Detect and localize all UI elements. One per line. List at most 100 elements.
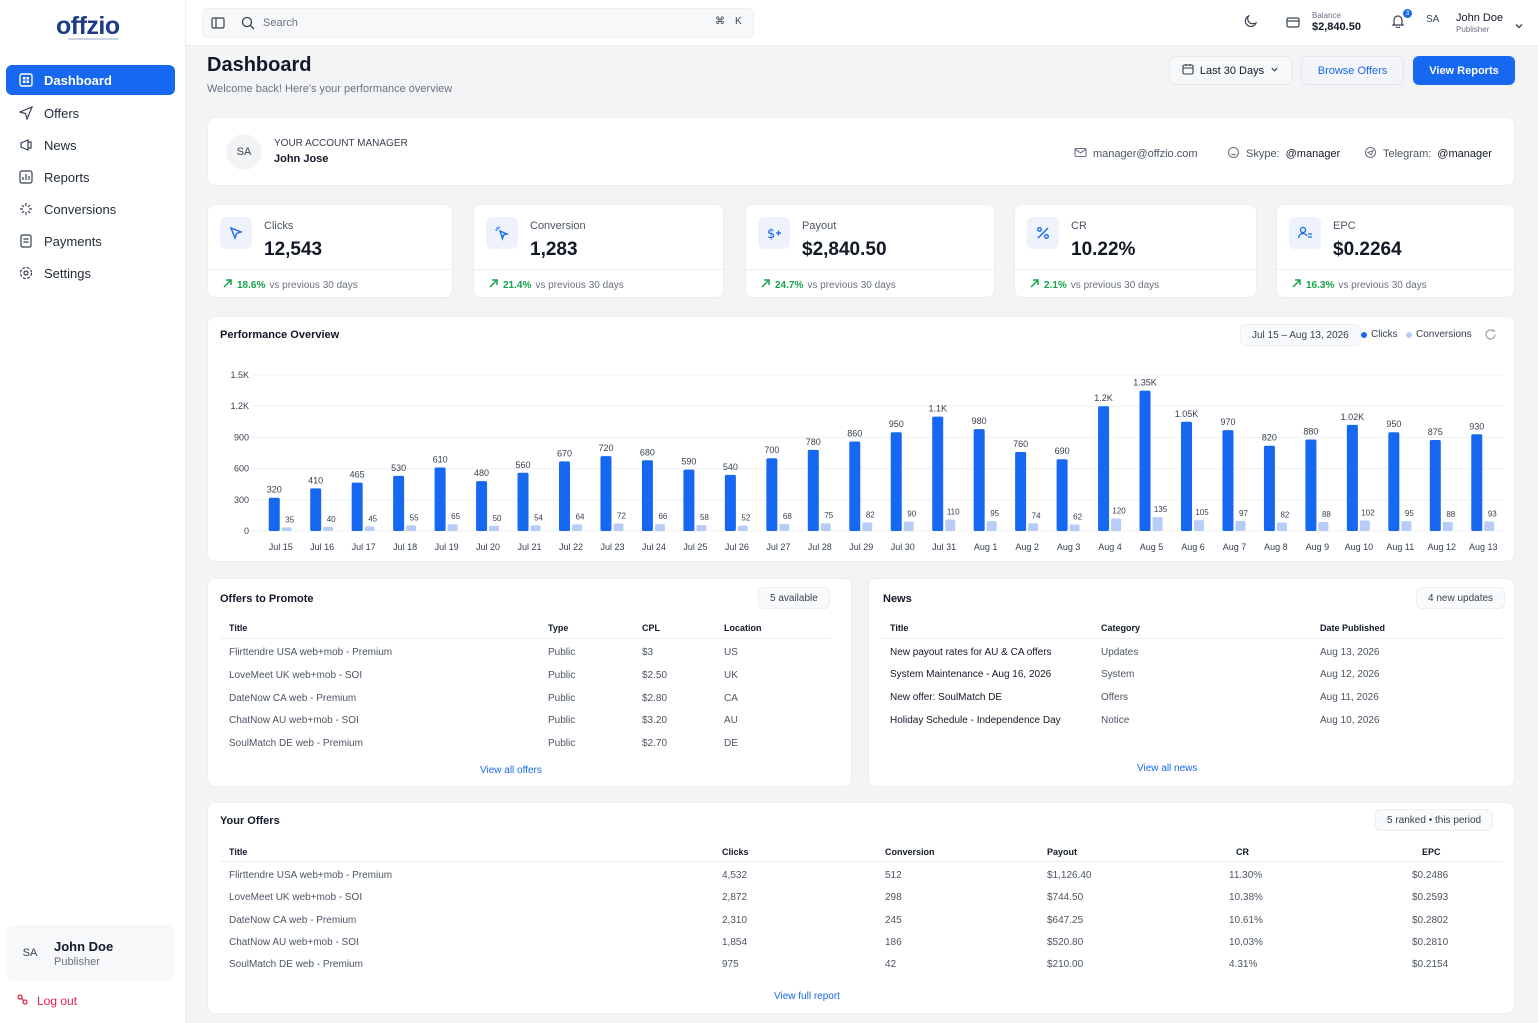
offer-title[interactable]: DateNow CA web - Premium: [229, 693, 357, 704]
user-menu[interactable]: SA John Doe Publisher: [1426, 8, 1528, 38]
news-item-title[interactable]: New offer: SoulMatch DE: [890, 692, 1003, 703]
x-tick-label: Jul 17: [352, 542, 376, 552]
manager-telegram[interactable]: Telegram: @manager: [1364, 146, 1492, 162]
user-role: Publisher: [1456, 25, 1490, 34]
offer-title[interactable]: ChatNow AU web+mob - SOI: [229, 715, 359, 726]
chart-range-pill[interactable]: Jul 15 – Aug 13, 2026: [1240, 324, 1361, 346]
your-offer-conversion: 245: [885, 915, 902, 926]
clicks-bar: [559, 461, 570, 531]
clicks-bar: [268, 497, 280, 531]
legend-clicks[interactable]: Clicks: [1361, 329, 1398, 340]
legend-conversions[interactable]: Conversions: [1406, 329, 1472, 340]
moon-icon: [1244, 14, 1258, 33]
browse-offers-button[interactable]: Browse Offers: [1301, 56, 1404, 85]
your-offer-conversion: 42: [885, 959, 897, 970]
offer-title[interactable]: LoveMeet UK web+mob - SOI: [229, 670, 363, 681]
chevron-down-icon: [1514, 18, 1524, 36]
date-range-select[interactable]: Last 30 Days: [1169, 56, 1292, 85]
x-tick-label: Jul 19: [435, 542, 459, 552]
x-tick-label: Jul 24: [642, 542, 666, 552]
clicks-bar: [1305, 439, 1317, 531]
stat-card-clicks: Clicks 12,543 18.6% vs previous 30 days: [207, 204, 453, 298]
offer-cpl: $2.80: [642, 693, 668, 704]
pointer-click-icon: [486, 217, 518, 249]
notifications-button[interactable]: [1385, 10, 1411, 36]
your-offer-title[interactable]: DateNow CA web - Premium: [229, 915, 357, 926]
news-item-title[interactable]: Holiday Schedule - Independence Day: [890, 715, 1061, 726]
your-offer-payout: $520.80: [1047, 937, 1084, 948]
your-offer-payout: $210.00: [1047, 959, 1084, 970]
your-offer-epc: $0.2154: [1412, 959, 1449, 970]
sidebar-item-reports[interactable]: Reports: [6, 162, 175, 192]
clicks-bar: [1139, 390, 1151, 531]
sidebar-item-payments[interactable]: Payments: [6, 226, 175, 256]
offer-title[interactable]: SoulMatch DE web - Premium: [229, 738, 363, 749]
divider: [1277, 269, 1514, 270]
sidebar: offzio Dashboard Offers News Reports Con…: [0, 0, 186, 1023]
view-all-news-link[interactable]: View all news: [1137, 763, 1198, 774]
conversions-data-label: 95: [990, 509, 999, 518]
view-reports-button[interactable]: View Reports: [1413, 56, 1515, 85]
news-item-date: Aug 13, 2026: [1320, 647, 1380, 658]
legend-dot: [1406, 331, 1412, 338]
conversions-data-label: 35: [285, 515, 294, 524]
divider: [474, 269, 723, 270]
column-header: Location: [724, 623, 762, 633]
stat-delta-value: 16.3%: [1306, 279, 1335, 291]
sidebar-item-dashboard[interactable]: Dashboard: [6, 65, 175, 95]
notification-badge: 3: [1403, 9, 1412, 18]
conversions-data-label: 88: [1322, 510, 1331, 519]
mail-icon: [1074, 146, 1087, 162]
avatar: SA: [1426, 14, 1440, 25]
send-icon: [18, 105, 34, 121]
conversions-data-label: 95: [1405, 509, 1414, 518]
view-full-report-link[interactable]: View full report: [774, 991, 840, 1002]
search-bar[interactable]: Search ⌘ K: [202, 8, 754, 38]
theme-toggle-button[interactable]: [1238, 10, 1264, 36]
conversions-data-label: 58: [700, 513, 709, 522]
clicks-bar: [310, 488, 322, 531]
news-item-title[interactable]: System Maintenance - Aug 16, 2026: [890, 669, 1052, 680]
your-offer-title[interactable]: SoulMatch DE web - Premium: [229, 959, 363, 970]
sidebar-item-offers[interactable]: Offers: [6, 98, 175, 128]
sidebar-item-news[interactable]: News: [6, 130, 175, 160]
sidebar-item-settings[interactable]: Settings: [6, 258, 175, 288]
trend-up-icon: [222, 278, 233, 292]
divider: [220, 861, 1502, 862]
offer-title[interactable]: Flirttendre USA web+mob - Premium: [229, 647, 393, 658]
clicks-bar: [1222, 430, 1234, 531]
conversions-data-label: 90: [907, 510, 916, 519]
clicks-bar: [434, 467, 446, 531]
your-offer-title[interactable]: Flirttendre USA web+mob - Premium: [229, 870, 393, 881]
clicks-bar: [1346, 424, 1358, 531]
news-item-title[interactable]: New payout rates for AU & CA offers: [890, 647, 1052, 658]
gear-icon: [18, 265, 34, 281]
offers-promote-card: Offers to Promote 5 available Title Type…: [207, 578, 852, 787]
balance-widget[interactable]: Balance $2,840.50: [1282, 8, 1370, 38]
conversions-data-label: 40: [327, 515, 336, 524]
conversions-data-label: 64: [576, 512, 585, 521]
column-header: CPL: [642, 623, 660, 633]
sidebar-toggle-icon[interactable]: [211, 16, 225, 35]
your-offer-title[interactable]: ChatNow AU web+mob - SOI: [229, 937, 359, 948]
conversions-data-label: 66: [658, 512, 667, 521]
clicks-bar: [849, 441, 861, 531]
clicks-data-label: 680: [640, 447, 655, 457]
sidebar-user-card[interactable]: SA John Doe Publisher: [6, 925, 175, 981]
your-offer-title[interactable]: LoveMeet UK web+mob - SOI: [229, 892, 363, 903]
telegram-icon: [1364, 146, 1377, 162]
view-all-offers-link[interactable]: View all offers: [480, 765, 542, 776]
clicks-bar: [932, 416, 944, 531]
clicks-bar: [683, 469, 695, 531]
search-input[interactable]: Search: [263, 17, 298, 29]
manager-email[interactable]: manager@offzio.com: [1074, 146, 1198, 162]
column-header: Title: [890, 623, 909, 633]
sidebar-item-conversions[interactable]: Conversions: [6, 194, 175, 224]
offer-cpl: $2.50: [642, 670, 668, 681]
logout-button[interactable]: Log out: [16, 993, 77, 1009]
conversions-data-label: 72: [617, 512, 626, 521]
clicks-data-label: 690: [1055, 446, 1070, 456]
logo[interactable]: offzio: [56, 12, 120, 40]
refresh-icon[interactable]: [1484, 328, 1497, 346]
manager-skype[interactable]: Skype: @manager: [1227, 146, 1340, 162]
